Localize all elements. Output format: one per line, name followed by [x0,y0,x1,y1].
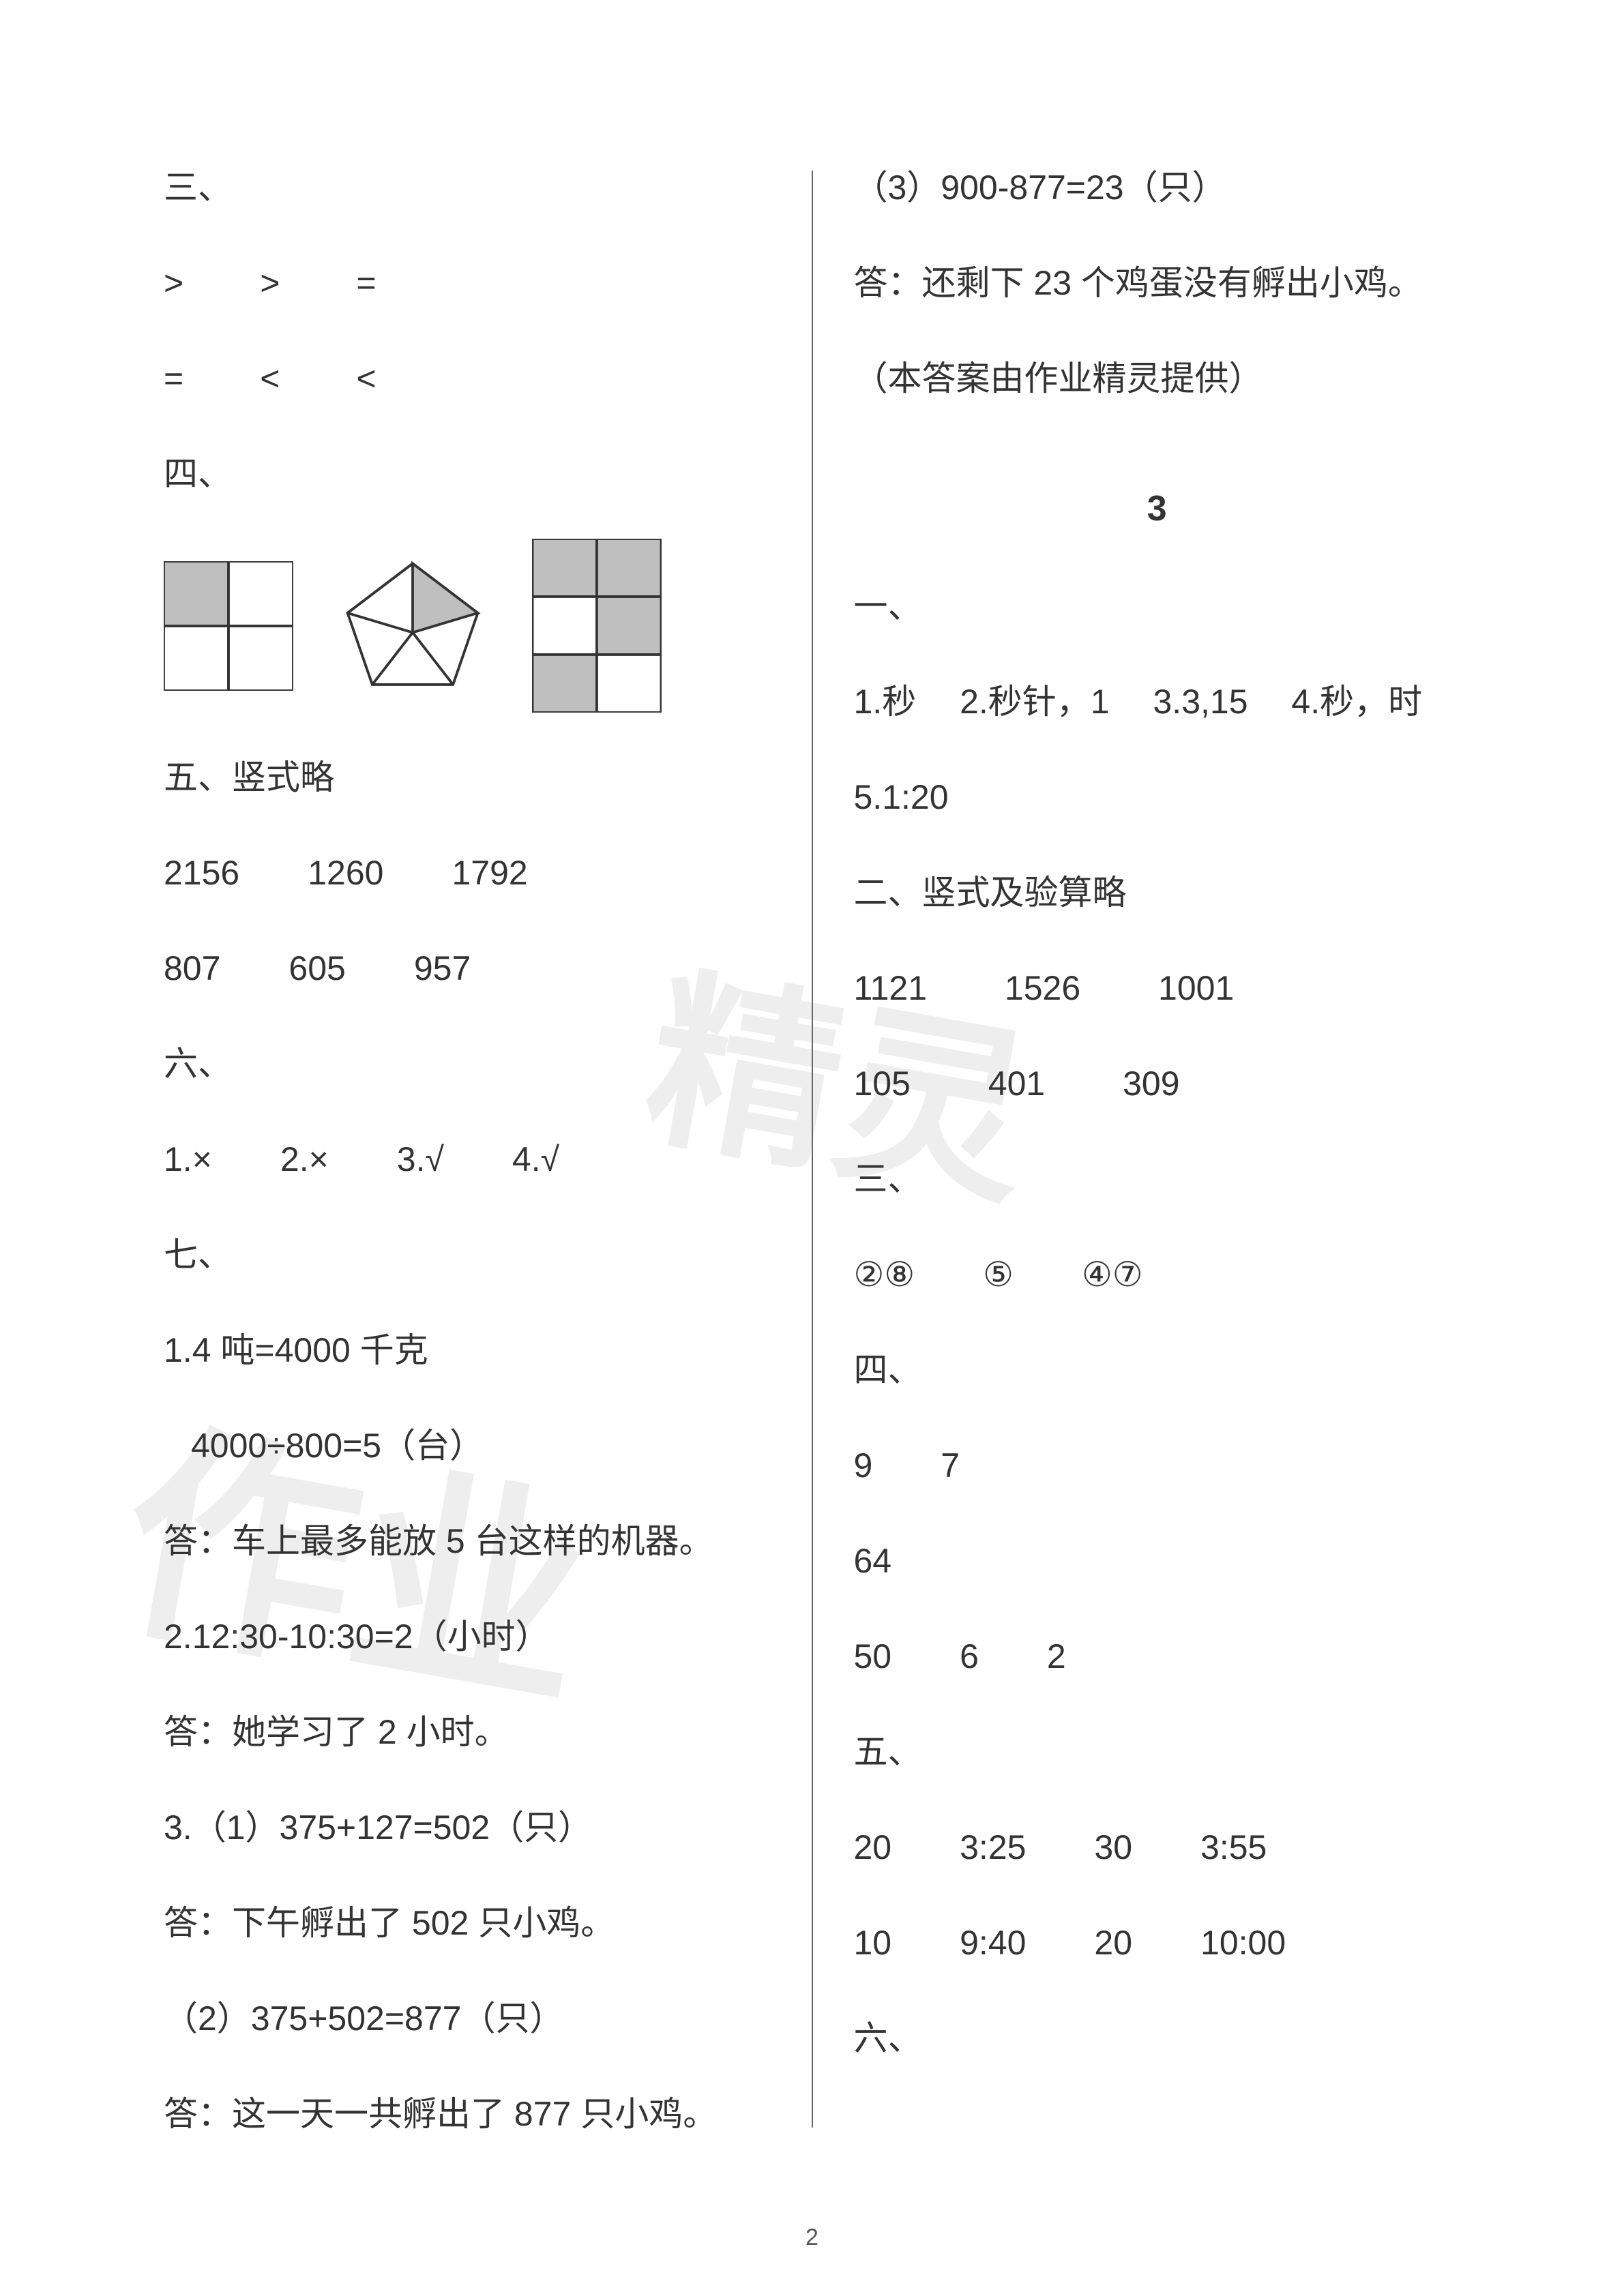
q7-1-b: 4000÷800=5（台） [164,1415,771,1476]
q7-3-b: 答：下午孵出了 502 只小鸡。 [164,1892,771,1954]
section-5-row-b: 807 605 957 [164,938,771,999]
r-section-3-a: ②⑧ ⑤ ④⑦ [854,1244,1461,1305]
q7-3-e: （3）900-877=23（只） [854,157,1461,218]
q7-1-a: 1.4 吨=4000 千克 [164,1320,771,1381]
r-section-3-header: 三、 [854,1148,1461,1210]
r-section-4-c: 50 6 2 [854,1626,1461,1687]
content-columns: 三、 > > = = < < 四、 [136,157,1488,2134]
section-3-row-a: > > = [164,252,771,314]
r-section-4-a: 9 7 [854,1435,1461,1496]
section-5-header: 五、竖式略 [164,747,771,808]
q7-2-a: 2.12:30-10:30=2（小时） [164,1606,771,1667]
section-6-row: 1.× 2.× 3.√ 4.√ [164,1129,771,1190]
right-column: （3）900-877=23（只） 答：还剩下 23 个鸡蛋没有孵出小鸡。 （本答… [813,157,1488,2134]
q7-3-a: 3.（1）375+127=502（只） [164,1797,771,1858]
left-column: 三、 > > = = < < 四、 [136,157,812,2134]
q7-3-c: （2）375+502=877（只） [164,1988,771,2049]
r-section-5-a: 20 3:25 30 3:55 [854,1817,1461,1878]
r-section-5-b: 10 9:40 20 10:00 [854,1912,1461,1973]
r-section-2-a: 1121 1526 1001 [854,957,1461,1019]
r-section-4-b: 64 [854,1530,1461,1592]
shape-grid-3x2 [532,539,662,713]
q7-3-d: 答：这一天一共孵出了 877 只小鸡。 [164,2083,771,2145]
r-section-1-header: 一、 [854,576,1461,637]
r-section-4-header: 四、 [854,1339,1461,1401]
section-3-row-b: = < < [164,348,771,409]
r-section-1-a: 1.秒 2.秒针，1 3.3,15 4.秒，时 [854,671,1461,732]
r-section-1-b: 5.1:20 [854,766,1461,828]
section-7-header: 七、 [164,1224,771,1285]
q7-2-answer: 答：她学习了 2 小时。 [164,1701,771,1763]
shape-pentagon [341,558,484,694]
r-section-2-header: 二、竖式及验算略 [854,862,1461,923]
section-5-row-a: 2156 1260 1792 [164,842,771,904]
section-title-3: 3 [854,477,1461,541]
r-section-6-header: 六、 [854,2008,1461,2069]
q7-3-f: 答：还剩下 23 个鸡蛋没有孵出小鸡。 [854,252,1461,314]
shape-square-2x2 [164,561,293,691]
q7-1-answer: 答：车上最多能放 5 台这样的机器。 [164,1510,771,1572]
page-number: 2 [806,2217,818,2258]
section-3-header: 三、 [164,157,771,218]
section-4-header: 四、 [164,443,771,505]
shapes-row [164,539,771,713]
section-6-header: 六、 [164,1033,771,1094]
credit-line: （本答案由作业精灵提供） [854,348,1461,409]
r-section-2-b: 105 401 309 [854,1053,1461,1114]
r-section-5-header: 五、 [854,1721,1461,1783]
